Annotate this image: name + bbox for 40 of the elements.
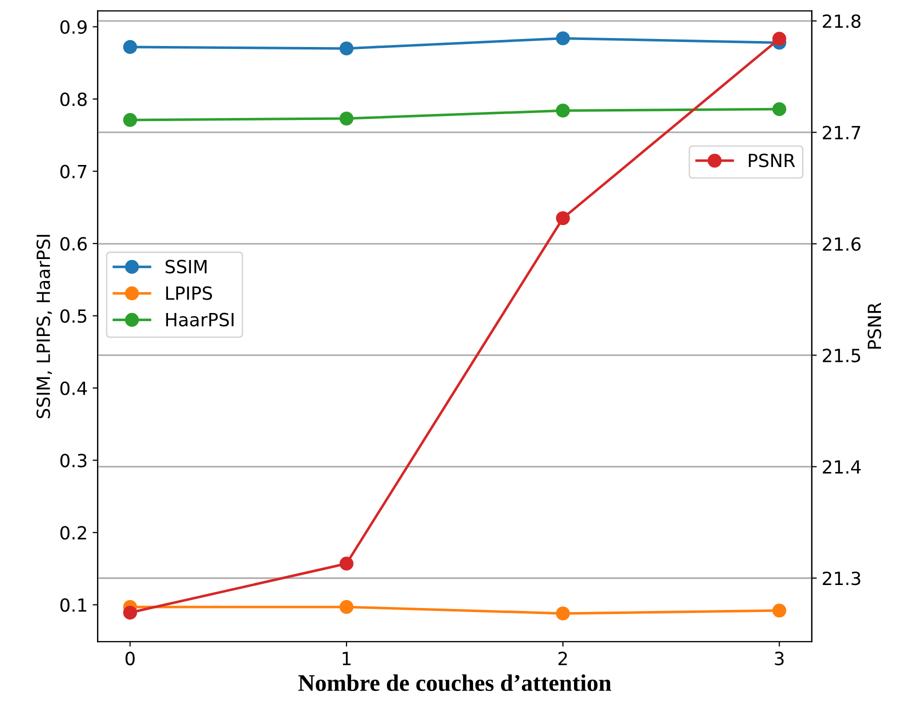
x-tick-label: 1 [342, 652, 351, 666]
x-tick-label: 3 [774, 652, 784, 666]
legend-label: LPIPS [166, 286, 212, 300]
y-axis-title: SSIM, LPIPS, HaarPSI [36, 234, 52, 418]
point [556, 31, 570, 46]
y-tick-label: 0.9 [60, 20, 87, 34]
y-tick-label: 0.3 [60, 454, 86, 468]
point [556, 211, 570, 226]
x-tick-label: 0 [126, 652, 135, 666]
point [772, 102, 786, 116]
y-tick-label: 0.6 [60, 236, 87, 251]
legend-label: SSIM [166, 260, 206, 274]
y-tick-label: 0.8 [60, 92, 87, 106]
y-tick-label: 0.1 [60, 598, 86, 612]
y2-tick-label: 21.4 [822, 460, 861, 474]
point [556, 104, 570, 118]
y-tick-label: 0.7 [60, 164, 86, 178]
point [772, 32, 786, 46]
point [340, 600, 354, 614]
point [123, 113, 138, 127]
point [123, 40, 138, 54]
point [340, 42, 354, 56]
y2-tick-label: 21.3 [822, 572, 860, 586]
point [123, 606, 138, 620]
y-tick-label: 0.5 [60, 309, 86, 323]
legend-label: PSNR [748, 154, 796, 168]
x-axis-title: Nombre de couches d’attention [298, 674, 612, 692]
x-tick-label: 2 [558, 652, 567, 666]
y2-tick-label: 21.5 [822, 348, 860, 362]
y2-tick-label: 21.8 [822, 14, 860, 28]
y2-tick-label: 21.6 [822, 237, 861, 251]
legend-label: HaarPSI [166, 312, 234, 326]
point [340, 112, 354, 126]
point [772, 604, 786, 618]
y2-axis-title: PSNR [868, 302, 882, 349]
y-tick-label: 0.4 [60, 381, 87, 396]
point [556, 606, 570, 620]
y2-tick-label: 21.7 [822, 126, 860, 140]
point [340, 556, 354, 571]
y-tick-label: 0.2 [60, 526, 86, 540]
